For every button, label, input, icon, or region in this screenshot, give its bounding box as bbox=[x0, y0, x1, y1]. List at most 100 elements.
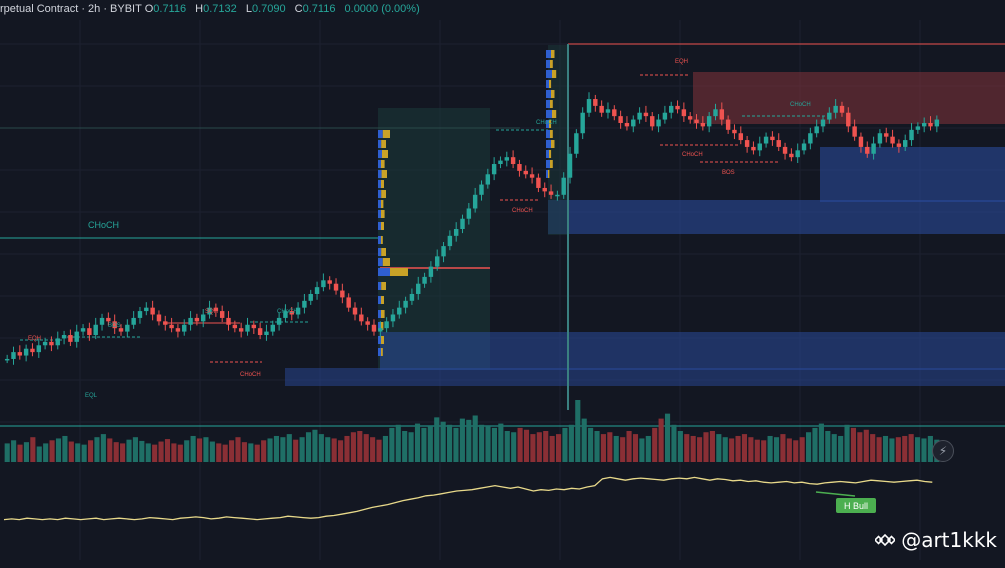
candle-bear bbox=[618, 116, 622, 123]
volume-bar bbox=[755, 440, 760, 462]
volume-bar bbox=[56, 438, 61, 462]
volume-bar bbox=[838, 436, 843, 462]
high-value: 0.7132 bbox=[203, 3, 237, 15]
volume-bar bbox=[191, 436, 196, 462]
volume-bars bbox=[5, 400, 940, 462]
candle-bull bbox=[93, 325, 97, 335]
profile-bar-gold bbox=[381, 222, 384, 230]
profile-bar-blue bbox=[378, 190, 381, 198]
volume-bar bbox=[5, 443, 10, 462]
candle-bear bbox=[372, 325, 376, 332]
profile-bar-blue bbox=[378, 170, 382, 178]
volume-bar bbox=[37, 447, 42, 463]
candle-bull bbox=[802, 144, 806, 151]
candle-bear bbox=[675, 106, 679, 109]
candle-bull bbox=[909, 130, 913, 140]
candle-bull bbox=[138, 311, 142, 318]
demand-zone-upper bbox=[548, 200, 1005, 234]
candle-bull bbox=[827, 113, 831, 120]
candle-bear bbox=[517, 164, 521, 171]
volume-bar bbox=[800, 437, 805, 462]
profile-bar-gold bbox=[381, 200, 383, 208]
candle-bull bbox=[416, 284, 420, 294]
candle-bear bbox=[169, 325, 173, 328]
candle-bear bbox=[840, 106, 844, 113]
candle-bear bbox=[252, 325, 256, 328]
close-value: 0.7116 bbox=[303, 3, 336, 15]
volume-bar bbox=[588, 428, 593, 462]
profile-bar-gold bbox=[381, 236, 383, 244]
fvg-zone bbox=[378, 108, 490, 370]
lightning-alert-icon[interactable]: ⚡ bbox=[932, 440, 954, 462]
candle-bear bbox=[650, 116, 654, 126]
volume-bar bbox=[235, 437, 240, 462]
volume-bar bbox=[428, 426, 433, 462]
candle-bull bbox=[713, 109, 717, 116]
candle-bull bbox=[606, 109, 610, 112]
volume-bar bbox=[883, 436, 888, 462]
profile-bar-blue bbox=[378, 348, 381, 356]
candle-bear bbox=[599, 106, 603, 113]
candle-bear bbox=[195, 318, 199, 321]
candle-bear bbox=[150, 308, 154, 315]
volume-bar bbox=[921, 438, 926, 462]
volume-bar bbox=[197, 438, 202, 462]
candle-bull bbox=[24, 349, 28, 356]
candle-bull bbox=[821, 120, 825, 127]
profile-bar-gold bbox=[381, 160, 385, 168]
volume-bar bbox=[114, 442, 119, 462]
candle-bear bbox=[682, 109, 686, 116]
volume-bar bbox=[889, 438, 894, 462]
candle-bear bbox=[777, 140, 781, 147]
candle-bear bbox=[625, 123, 629, 126]
volume-bar bbox=[203, 437, 208, 462]
profile-bar-blue bbox=[378, 180, 381, 188]
candle-bull bbox=[935, 120, 939, 127]
volume-bar bbox=[261, 440, 266, 462]
candle-bear bbox=[859, 137, 863, 147]
open-value: 0.7116 bbox=[153, 3, 186, 15]
profile-bar-gold bbox=[381, 190, 386, 198]
profile-bar-blue bbox=[378, 268, 390, 276]
volume-bar bbox=[171, 443, 176, 462]
profile-bar-blue bbox=[378, 200, 381, 208]
volume-bar bbox=[768, 436, 773, 462]
choch-major-label: CHoCH bbox=[88, 220, 119, 230]
profile-bar-gold bbox=[381, 210, 385, 218]
volume-bar bbox=[62, 436, 67, 462]
candle-bull bbox=[505, 157, 509, 160]
volume-bar bbox=[312, 430, 317, 462]
volume-bar bbox=[396, 425, 401, 462]
candle-bear bbox=[87, 328, 91, 335]
candle-bull bbox=[429, 267, 433, 277]
order-block-zones bbox=[285, 45, 1005, 386]
profile-bar-blue bbox=[546, 140, 551, 148]
rsi-pane: H Bull bbox=[4, 477, 932, 519]
volume-bar bbox=[562, 428, 567, 462]
volume-bar bbox=[774, 437, 779, 462]
volume-bar bbox=[146, 443, 151, 462]
volume-bar bbox=[370, 437, 375, 462]
candle-bull bbox=[201, 315, 205, 322]
candle-bull bbox=[580, 113, 584, 134]
volume-bar bbox=[210, 442, 215, 462]
profile-bar-blue bbox=[546, 130, 550, 138]
volume-bar bbox=[716, 434, 721, 462]
volume-bar bbox=[742, 434, 747, 462]
candle-bull bbox=[245, 325, 249, 332]
profile-bar-gold bbox=[381, 336, 384, 344]
symbol-title: rpetual Contract · 2h · BYBIT bbox=[0, 3, 142, 15]
profile-bar-blue bbox=[546, 170, 548, 178]
candle-bull bbox=[397, 308, 401, 315]
candle-bull bbox=[11, 352, 15, 359]
candle-bull bbox=[808, 133, 812, 143]
candle-bull bbox=[182, 325, 186, 332]
candle-bear bbox=[890, 137, 894, 144]
volume-bar bbox=[877, 437, 882, 462]
volume-bar bbox=[485, 426, 490, 462]
profile-bar-gold bbox=[390, 268, 408, 276]
volume-bar bbox=[498, 424, 503, 462]
candle-bear bbox=[865, 147, 869, 154]
